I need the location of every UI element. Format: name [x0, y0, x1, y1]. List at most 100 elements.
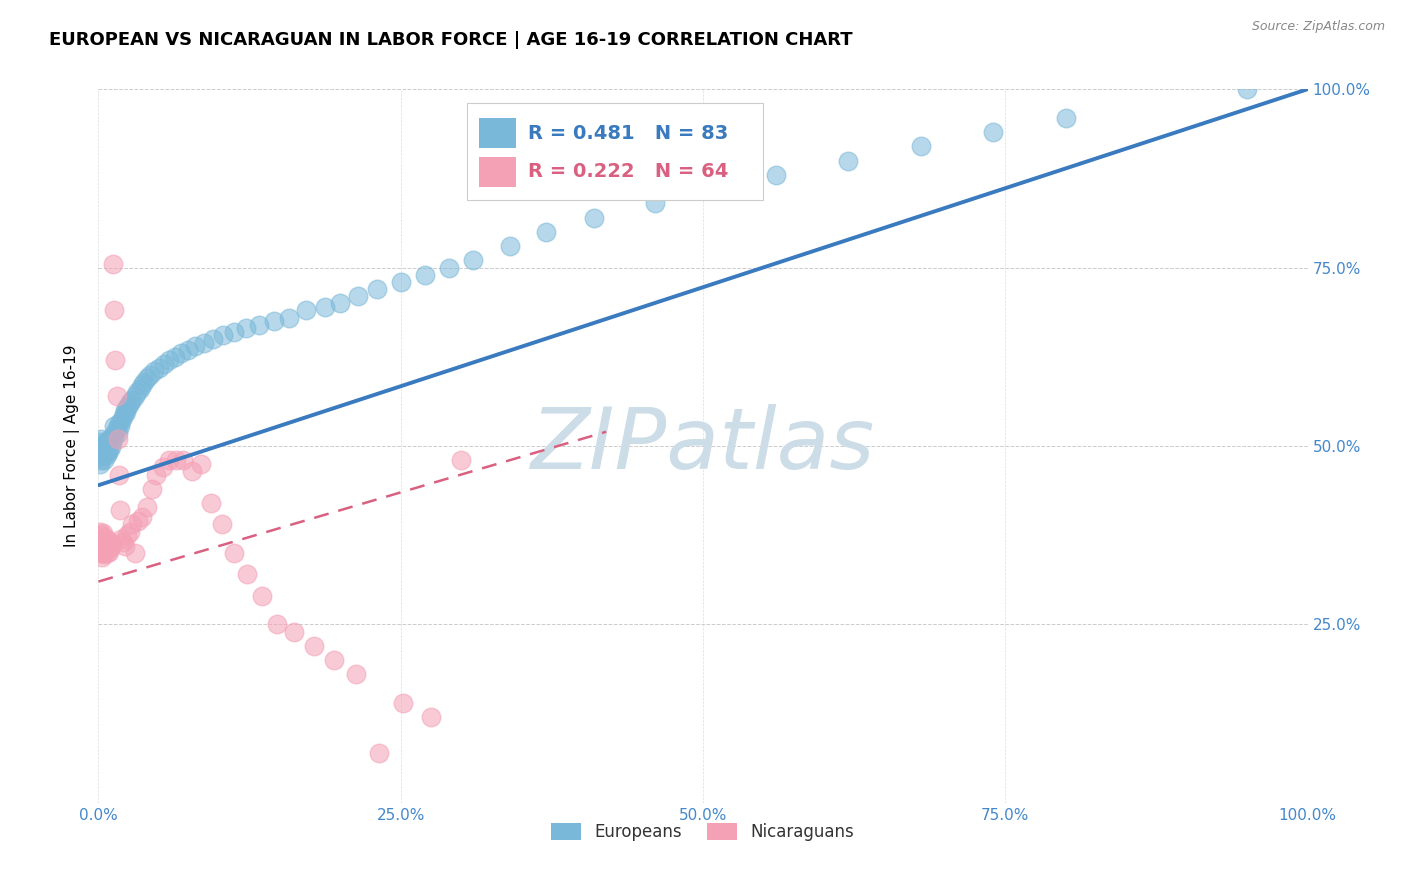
Point: [127, 514, 149, 528]
Text: EUROPEAN VS NICARAGUAN IN LABOR FORCE | AGE 16-19 CORRELATION CHART: EUROPEAN VS NICARAGUAN IN LABOR FORCE | …: [49, 31, 853, 49]
Point: [103, 428, 125, 442]
Point: [91, 439, 114, 453]
Point: [121, 392, 143, 407]
Point: [392, 696, 415, 710]
Point: [165, 453, 187, 467]
Point: [247, 318, 270, 332]
Point: [105, 421, 128, 435]
Point: [108, 416, 131, 430]
FancyBboxPatch shape: [467, 103, 763, 200]
Point: [114, 403, 136, 417]
Point: [118, 524, 141, 539]
Point: [91, 549, 114, 564]
Point: [91, 544, 114, 558]
Point: [104, 425, 127, 439]
Point: [93, 442, 115, 457]
Point: [180, 464, 202, 478]
Point: [93, 539, 115, 553]
Point: [90, 537, 112, 551]
Point: [135, 500, 157, 514]
Point: [94, 446, 117, 460]
Point: [91, 532, 114, 546]
Point: [135, 371, 157, 385]
Point: [250, 589, 273, 603]
Point: [118, 398, 141, 412]
Point: [910, 139, 932, 153]
Point: [98, 434, 121, 448]
Point: [534, 225, 557, 239]
Point: [93, 548, 115, 562]
Point: [103, 303, 125, 318]
Point: [314, 300, 336, 314]
Point: [172, 453, 194, 467]
Point: [96, 546, 118, 560]
Point: [323, 653, 346, 667]
Point: [89, 542, 111, 557]
Point: [121, 517, 143, 532]
Point: [94, 435, 117, 450]
Point: [101, 257, 124, 271]
Point: [157, 453, 180, 467]
Point: [90, 546, 112, 560]
Point: [366, 282, 388, 296]
Point: [108, 467, 131, 482]
Point: [114, 539, 136, 553]
Point: [117, 400, 139, 414]
Point: [131, 510, 153, 524]
Point: [90, 432, 112, 446]
Point: [90, 453, 112, 467]
Point: [89, 533, 111, 548]
Point: [90, 528, 112, 542]
Point: [101, 432, 124, 446]
Point: [222, 546, 245, 560]
Point: [93, 453, 115, 467]
Point: [263, 314, 285, 328]
Point: [118, 394, 141, 409]
Point: [583, 211, 606, 225]
Point: [108, 503, 131, 517]
Point: [96, 537, 118, 551]
Bar: [479, 157, 516, 187]
Point: [107, 426, 129, 441]
Point: [105, 389, 128, 403]
Point: [89, 457, 111, 471]
Point: [100, 430, 122, 444]
Point: [177, 343, 200, 357]
Text: ZIPatlas: ZIPatlas: [531, 404, 875, 488]
Point: [89, 446, 111, 460]
Point: [1054, 111, 1077, 125]
Point: [1236, 82, 1258, 96]
Point: [124, 389, 146, 403]
Point: [347, 289, 370, 303]
Point: [89, 524, 111, 539]
Point: [211, 517, 233, 532]
Point: [157, 353, 180, 368]
Point: [644, 196, 666, 211]
Point: [91, 526, 114, 541]
Point: [112, 407, 135, 421]
Point: [94, 542, 117, 557]
Point: [110, 414, 132, 428]
Point: [128, 382, 150, 396]
Point: [236, 567, 259, 582]
Point: [235, 321, 257, 335]
Point: [143, 364, 166, 378]
Point: [96, 448, 118, 462]
Point: [91, 535, 114, 549]
Point: [437, 260, 460, 275]
Point: [94, 533, 117, 548]
Point: [131, 378, 153, 392]
Bar: [479, 119, 516, 148]
Text: R = 0.481   N = 83: R = 0.481 N = 83: [527, 124, 728, 143]
Point: [103, 419, 125, 434]
Point: [124, 546, 146, 560]
Point: [190, 457, 212, 471]
Point: [368, 746, 391, 760]
Point: [212, 328, 235, 343]
Point: [93, 530, 115, 544]
Point: [98, 535, 121, 549]
Point: [139, 368, 162, 382]
Point: [134, 375, 156, 389]
Point: [141, 482, 163, 496]
Point: [90, 442, 112, 457]
